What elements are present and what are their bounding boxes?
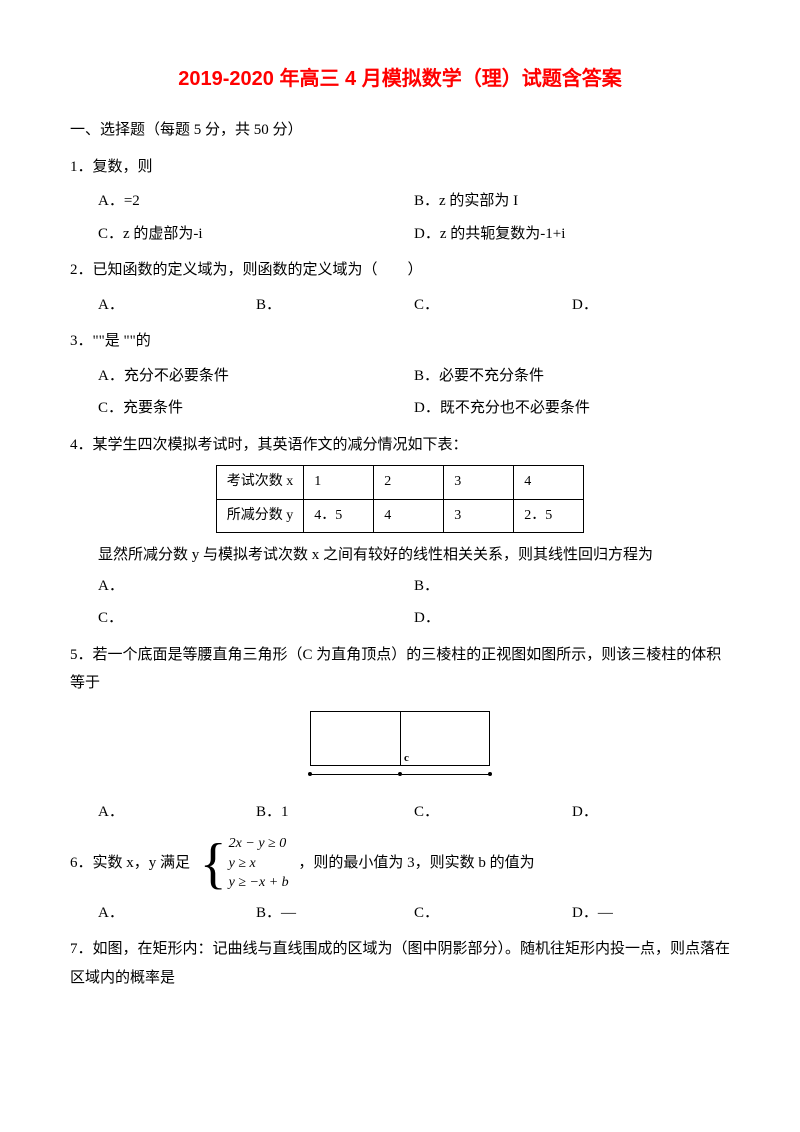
q6-text: 6．实数 x，y 满足 { 2x − y ≥ 0 y ≥ x y ≥ −x + … xyxy=(70,834,730,893)
question-2: 2．已知函数的定义域为，则函数的定义域为（ ） A． B． C． D． xyxy=(70,256,730,321)
table-row: 考试次数 x 1 2 3 4 xyxy=(216,466,584,500)
q1-option-b: B．z 的实部为 I xyxy=(414,185,730,218)
q5-option-c: C． xyxy=(414,796,572,829)
constraint-2: y ≥ x xyxy=(229,854,289,874)
q2-option-a: A． xyxy=(98,289,256,322)
td-y: 所减分数 y xyxy=(216,499,304,533)
q1-text: 1．复数，则 xyxy=(70,153,730,182)
q6-option-b: B．— xyxy=(256,897,414,930)
th-3: 3 xyxy=(444,466,514,500)
q3-text: 3．""是 ""的 xyxy=(70,327,730,356)
q4-option-c: C． xyxy=(98,602,414,635)
q2-option-d: D． xyxy=(572,289,730,322)
td-4: 2．5 xyxy=(514,499,584,533)
q5-text: 5．若一个底面是等腰直角三角形（C 为直角顶点）的三棱柱的正视图如图所示，则该三… xyxy=(70,641,730,698)
q6-pre: 6．实数 x，y 满足 xyxy=(70,855,190,871)
q4-option-a: A． xyxy=(98,570,414,603)
table-row: 所减分数 y 4．5 4 3 2．5 xyxy=(216,499,584,533)
q4-option-b: B． xyxy=(414,570,730,603)
q4-text: 4．某学生四次模拟考试时，其英语作文的减分情况如下表： xyxy=(70,431,730,460)
td-3: 3 xyxy=(444,499,514,533)
section-1-header: 一、选择题（每题 5 分，共 50 分） xyxy=(70,116,730,145)
q3-option-c: C．充要条件 xyxy=(98,392,414,425)
td-2: 4 xyxy=(374,499,444,533)
question-7: 7．如图，在矩形内：记曲线与直线围成的区域为（图中阴影部分）。随机往矩形内投一点… xyxy=(70,935,730,992)
question-3: 3．""是 ""的 A．充分不必要条件 B．必要不充分条件 C．充要条件 D．既… xyxy=(70,327,730,425)
question-1: 1．复数，则 A．=2 B．z 的实部为 I C．z 的虚部为-i D．z 的共… xyxy=(70,153,730,251)
q3-option-a: A．充分不必要条件 xyxy=(98,360,414,393)
question-6: 6．实数 x，y 满足 { 2x − y ≥ 0 y ≥ x y ≥ −x + … xyxy=(70,834,730,929)
q3-option-d: D．既不充分也不必要条件 xyxy=(414,392,730,425)
question-4: 4．某学生四次模拟考试时，其英语作文的减分情况如下表： 考试次数 x 1 2 3… xyxy=(70,431,730,635)
q6-option-d: D．— xyxy=(572,897,730,930)
q7-text: 7．如图，在矩形内：记曲线与直线围成的区域为（图中阴影部分）。随机往矩形内投一点… xyxy=(70,935,730,992)
exam-title: 2019-2020 年高三 4 月模拟数学（理）试题含答案 xyxy=(70,60,730,98)
q5-option-a: A． xyxy=(98,796,256,829)
th-2: 2 xyxy=(374,466,444,500)
q6-post: ，则的最小值为 3，则实数 b 的值为 xyxy=(298,855,534,871)
q1-option-d: D．z 的共轭复数为-1+i xyxy=(414,218,730,251)
q2-option-c: C． xyxy=(414,289,572,322)
constraint-3: y ≥ −x + b xyxy=(229,873,289,893)
constraint-system: { 2x − y ≥ 0 y ≥ x y ≥ −x + b xyxy=(200,834,289,893)
th-4: 4 xyxy=(514,466,584,500)
left-brace-icon: { xyxy=(200,836,227,892)
q3-option-b: B．必要不充分条件 xyxy=(414,360,730,393)
q5-option-b: B．1 xyxy=(256,796,414,829)
th-x: 考试次数 x xyxy=(216,466,304,500)
vertex-c-label: c xyxy=(404,748,409,769)
td-1: 4．5 xyxy=(304,499,374,533)
constraint-1: 2x − y ≥ 0 xyxy=(229,834,289,854)
q6-option-c: C． xyxy=(414,897,572,930)
q1-option-a: A．=2 xyxy=(98,185,414,218)
q4-table: 考试次数 x 1 2 3 4 所减分数 y 4．5 4 3 2．5 xyxy=(216,465,585,533)
q4-after: 显然所减分数 y 与模拟考试次数 x 之间有较好的线性相关关系，则其线性回归方程… xyxy=(70,541,730,570)
q5-option-d: D． xyxy=(572,796,730,829)
q2-option-b: B． xyxy=(256,289,414,322)
q4-option-d: D． xyxy=(414,602,730,635)
q2-text: 2．已知函数的定义域为，则函数的定义域为（ ） xyxy=(70,256,730,285)
question-5: 5．若一个底面是等腰直角三角形（C 为直角顶点）的三棱柱的正视图如图所示，则该三… xyxy=(70,641,730,829)
th-1: 1 xyxy=(304,466,374,500)
prism-front-view-figure: c xyxy=(300,706,500,786)
q6-option-a: A． xyxy=(98,897,256,930)
q1-option-c: C．z 的虚部为-i xyxy=(98,218,414,251)
